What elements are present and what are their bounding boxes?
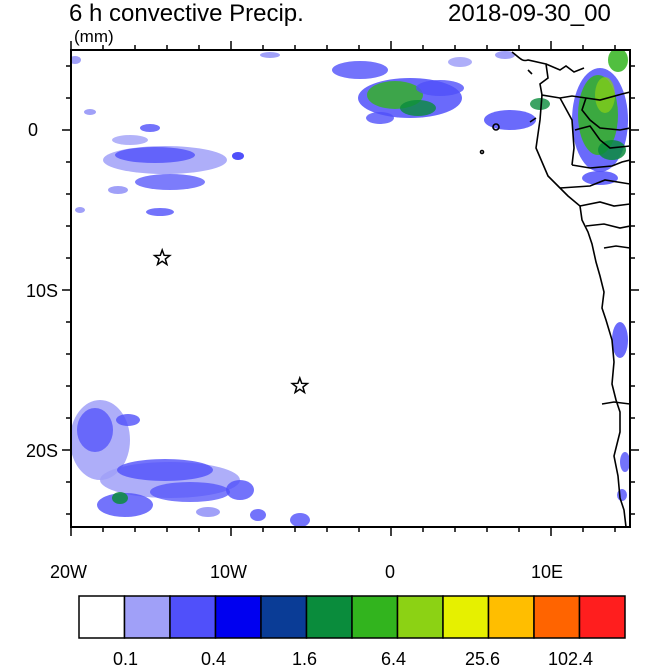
colorbar-swatch: [533, 595, 581, 639]
colorbar-swatch: [396, 595, 444, 639]
colorbar-label-0-1: 0.1: [113, 649, 139, 667]
x-tick-label-20w: 20W: [50, 562, 88, 582]
colorbar-label-25-6: 25.6: [465, 649, 501, 667]
x-tick-label-10e: 10E: [531, 562, 564, 582]
colorbar-swatch: [214, 595, 262, 639]
colorbar-swatch: [305, 595, 353, 639]
units-label: (mm): [74, 27, 114, 46]
colorbar-swatch: [578, 595, 626, 639]
x-tick-label-10w: 10W: [210, 562, 248, 582]
y-tick-label-0: 0: [28, 120, 39, 140]
colorbar-label-102-4: 102.4: [548, 649, 594, 667]
colorbar-swatch: [260, 595, 308, 639]
colorbar-swatch: [123, 595, 171, 639]
coastline: [479, 51, 630, 527]
colorbar-swatch: [169, 595, 217, 639]
y-tick-label-10s: 10S: [26, 281, 59, 301]
colorbar-swatch: [442, 595, 490, 639]
colorbar-swatch: [351, 595, 399, 639]
map-title: 6 h convective Precip.: [69, 0, 304, 27]
precipitation-field: [71, 50, 630, 527]
colorbar-label-0-4: 0.4: [201, 649, 227, 667]
map-frame: [70, 49, 631, 528]
colorbar-label-1-6: 1.6: [292, 649, 318, 667]
y-tick-label-20s: 20S: [26, 441, 59, 461]
colorbar-swatch: [78, 595, 126, 639]
colorbar: [78, 595, 626, 639]
station-markers: [152, 247, 310, 395]
colorbar-label-6-4: 6.4: [381, 649, 407, 667]
star-marker: [152, 247, 172, 267]
map-datetime: 2018-09-30_00: [448, 0, 611, 27]
star-marker: [290, 375, 310, 395]
axis-ticks: [62, 41, 639, 536]
colorbar-swatch: [487, 595, 535, 639]
x-tick-label-0: 0: [385, 562, 396, 582]
